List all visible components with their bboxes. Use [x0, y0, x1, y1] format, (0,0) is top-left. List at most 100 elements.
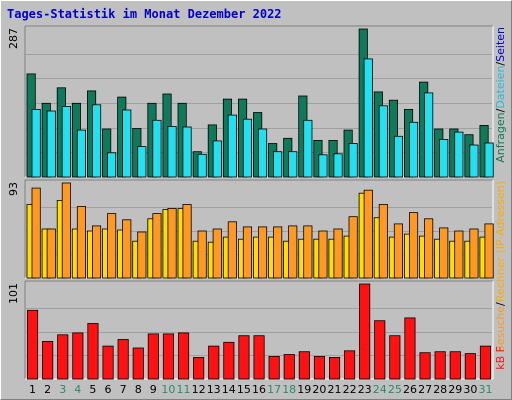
bar-bottom-kb-f-day-4 — [72, 332, 84, 380]
bar-middle-besuche-day-6 — [107, 213, 117, 279]
panel-kbf: 101 — [7, 280, 494, 380]
bar-middle-besuche-day-2 — [46, 228, 56, 279]
bar-top-dateien-day-16 — [257, 128, 268, 178]
right-label-anfragen-dateien-seiten-part: / — [494, 108, 507, 112]
bar-middle-besuche-day-24 — [378, 204, 388, 279]
bar-top-dateien-day-27 — [424, 92, 434, 178]
bar-middle-besuche-day-29 — [454, 230, 464, 279]
bar-middle-besuche-day-21 — [333, 228, 343, 279]
day-label-28: 28 — [433, 383, 447, 396]
bar-bottom-kb-f-day-5 — [87, 323, 99, 380]
day-label-1: 1 — [29, 383, 36, 396]
bar-top-dateien-day-17 — [273, 151, 283, 178]
right-label-besuche-rechner-part: / — [494, 302, 507, 306]
bar-middle-besuche-day-18 — [288, 225, 298, 279]
day-label-20: 20 — [312, 383, 326, 396]
bar-bottom-kb-f-day-10 — [162, 333, 175, 380]
day-label-16: 16 — [252, 383, 266, 396]
y-axis-max-label: 287 — [7, 28, 20, 49]
bar-middle-besuche-day-26 — [408, 212, 419, 279]
bar-top-dateien-day-21 — [333, 153, 343, 178]
bar-middle-besuche-day-19 — [303, 225, 313, 279]
bar-top-dateien-day-3 — [61, 106, 71, 178]
day-label-27: 27 — [418, 383, 432, 396]
day-label-4: 4 — [74, 383, 81, 396]
day-label-12: 12 — [192, 383, 206, 396]
bar-middle-besuche-day-30 — [469, 228, 479, 279]
bar-middle-besuche-day-9 — [152, 213, 162, 279]
bar-top-dateien-day-1 — [31, 109, 41, 178]
bar-middle-besuche-day-4 — [76, 206, 87, 279]
bar-middle-besuche-day-15 — [242, 226, 253, 279]
bar-middle-besuche-day-1 — [31, 187, 41, 279]
bar-bottom-kb-f-day-25 — [389, 335, 401, 380]
bar-bottom-kb-f-day-1 — [26, 309, 39, 380]
day-label-9: 9 — [150, 383, 157, 396]
bar-bottom-kb-f-day-8 — [132, 347, 144, 380]
y-axis-max-label: 101 — [7, 283, 20, 304]
bar-top-dateien-day-23 — [363, 58, 373, 178]
bar-middle-besuche-day-27 — [424, 218, 434, 279]
bar-bottom-kb-f-day-27 — [419, 352, 431, 380]
bar-bottom-kb-f-day-15 — [238, 335, 250, 380]
bar-bottom-kb-f-day-2 — [42, 340, 54, 380]
bar-bottom-kb-f-day-16 — [253, 335, 265, 380]
panel-besuche-rechner: 93 — [7, 179, 494, 279]
day-label-14: 14 — [222, 383, 236, 396]
bar-middle-besuche-day-22 — [348, 216, 358, 279]
bar-bottom-kb-f-day-3 — [57, 334, 69, 380]
day-label-29: 29 — [448, 383, 462, 396]
bar-top-dateien-day-24 — [378, 105, 388, 178]
bar-top-dateien-day-15 — [242, 118, 253, 178]
bar-top-dateien-day-26 — [408, 121, 419, 178]
bar-middle-besuche-day-8 — [137, 231, 147, 279]
bar-bottom-kb-f-day-19 — [298, 351, 310, 380]
bar-bottom-kb-f-day-6 — [102, 345, 114, 380]
bar-middle-besuche-day-12 — [197, 230, 207, 279]
bar-top-dateien-day-18 — [288, 151, 298, 178]
bar-top-dateien-day-13 — [212, 140, 222, 178]
bar-top-dateien-day-22 — [348, 143, 358, 178]
day-label-19: 19 — [297, 383, 311, 396]
day-label-23: 23 — [358, 383, 372, 396]
bar-bottom-kb-f-day-26 — [404, 317, 416, 380]
bar-bottom-kb-f-day-13 — [208, 345, 220, 380]
day-label-7: 7 — [120, 383, 127, 396]
bar-top-dateien-day-19 — [303, 119, 313, 178]
bar-bottom-kb-f-day-21 — [328, 356, 341, 380]
right-label-anfragen-dateien-seiten: Anfragen/Dateien/Seiten — [494, 27, 507, 163]
right-label-anfragen-dateien-seiten-part: / — [494, 62, 507, 66]
day-label-17: 17 — [267, 383, 281, 396]
bar-bottom-kb-f-day-12 — [193, 356, 205, 380]
bar-middle-besuche-day-10 — [167, 208, 177, 279]
right-label-kbf-part: kB F — [494, 346, 507, 370]
bar-top-dateien-day-4 — [76, 129, 87, 178]
day-label-6: 6 — [105, 383, 112, 396]
day-label-30: 30 — [463, 383, 477, 396]
bar-bottom-kb-f-day-17 — [268, 355, 280, 380]
day-label-26: 26 — [403, 383, 417, 396]
bar-top-dateien-day-31 — [484, 142, 494, 178]
day-label-31: 31 — [479, 383, 493, 396]
day-label-13: 13 — [207, 383, 221, 396]
bar-bottom-kb-f-day-31 — [479, 345, 491, 380]
right-label-kbf: kB F — [494, 346, 507, 370]
bar-bottom-kb-f-day-7 — [117, 339, 129, 380]
page-title: Tages-Statistik im Monat Dezember 2022 — [7, 7, 282, 21]
bar-bottom-kb-f-day-24 — [374, 320, 386, 380]
bar-bottom-kb-f-day-29 — [449, 351, 461, 380]
right-label-anfragen-dateien-seiten-part: Dateien — [494, 66, 507, 109]
day-label-11: 11 — [177, 383, 191, 396]
bar-bottom-kb-f-day-28 — [434, 351, 446, 380]
bar-top-dateien-day-11 — [182, 126, 192, 178]
bar-top-dateien-day-6 — [107, 152, 117, 178]
bar-middle-besuche-day-20 — [318, 230, 328, 279]
day-label-22: 22 — [343, 383, 357, 396]
day-label-5: 5 — [89, 383, 96, 396]
bar-middle-besuche-day-5 — [92, 225, 102, 279]
bar-top-dateien-day-10 — [167, 126, 177, 178]
x-axis-day-labels: 1 2 3 4 5 6 7 8 9 10 11 12 13 14 15 16 17 18 19 20 21 22 23 24 2… — [29, 383, 493, 396]
bar-bottom-kb-f-day-11 — [177, 332, 190, 380]
